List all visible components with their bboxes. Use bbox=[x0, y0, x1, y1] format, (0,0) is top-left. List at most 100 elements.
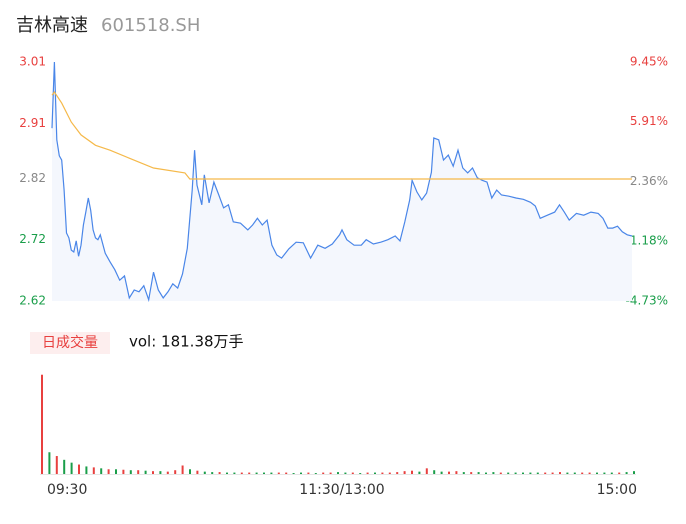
x-tick-label: 15:00 bbox=[597, 482, 637, 498]
volume-bar bbox=[440, 471, 443, 474]
y-tick-label: 2.72 bbox=[19, 232, 46, 246]
volume-bar bbox=[418, 471, 421, 474]
price-line bbox=[51, 61, 633, 303]
volume-bar bbox=[41, 374, 43, 474]
volume-bar bbox=[233, 472, 236, 474]
volume-bar bbox=[344, 472, 347, 474]
volume-bar bbox=[100, 468, 103, 474]
volume-bar bbox=[159, 471, 162, 474]
volume-bar bbox=[499, 472, 502, 474]
label-box bbox=[30, 332, 110, 354]
volume-bar bbox=[189, 469, 191, 474]
volume-bar bbox=[48, 452, 51, 474]
volume-bar bbox=[115, 469, 117, 474]
volume-bar bbox=[55, 456, 58, 474]
volume-bar bbox=[374, 472, 376, 474]
chart-title: 吉林高速 bbox=[16, 15, 88, 36]
volume-bar bbox=[359, 473, 362, 474]
volume-bar bbox=[337, 472, 339, 474]
y-tick-label: 2.62 bbox=[19, 294, 46, 308]
x-tick-label: 09:30 bbox=[47, 482, 87, 498]
y2-tick-label: 2.36% bbox=[630, 174, 668, 188]
volume-bar bbox=[477, 472, 480, 474]
volume-bar bbox=[144, 470, 147, 474]
volume-bar bbox=[255, 472, 258, 474]
volume-bar bbox=[507, 472, 510, 474]
volume-bar bbox=[603, 472, 606, 474]
y-tick-label: 2.91 bbox=[19, 116, 46, 130]
volume-bar bbox=[322, 472, 325, 474]
volume-bar bbox=[485, 472, 487, 474]
volume-bar bbox=[411, 470, 413, 474]
y-tick-label: 2.82 bbox=[19, 171, 46, 185]
volume-bar bbox=[314, 473, 317, 474]
volume-annotation: vol: 181.38万手 bbox=[129, 333, 244, 351]
volume-bar bbox=[536, 472, 539, 474]
volume-bar bbox=[381, 472, 384, 474]
volume-bar bbox=[573, 472, 576, 474]
volume-bar bbox=[285, 472, 288, 474]
volume-bar bbox=[240, 472, 243, 474]
chart-subtitle: 601518.SH bbox=[101, 15, 200, 36]
volume-bar bbox=[425, 468, 428, 474]
x-tick-label: 11:30/13:00 bbox=[299, 482, 384, 498]
volume-bar bbox=[610, 472, 613, 474]
volume-bar bbox=[218, 472, 221, 474]
volume-bar bbox=[522, 472, 524, 474]
y-tick-label: 3.01 bbox=[19, 55, 46, 69]
volume-bar bbox=[514, 472, 517, 474]
y2-tick-label: -1.18% bbox=[626, 234, 668, 248]
volume-bar bbox=[166, 471, 169, 474]
volume-bar bbox=[618, 472, 621, 474]
volume-bar bbox=[122, 469, 125, 474]
volume-bar bbox=[248, 472, 251, 474]
volume-bar bbox=[366, 472, 369, 474]
volume-bar bbox=[403, 471, 406, 474]
volume-bar bbox=[70, 462, 73, 474]
volume-bar bbox=[137, 470, 140, 474]
volume-bar bbox=[470, 472, 473, 474]
volume-bar bbox=[181, 465, 184, 474]
volume-bar bbox=[351, 472, 354, 474]
volume-bar bbox=[107, 469, 110, 474]
volume-bar bbox=[625, 472, 628, 474]
volume-bar bbox=[307, 472, 310, 474]
y2-tick-label: 9.45% bbox=[630, 55, 668, 69]
volume-bar bbox=[92, 467, 95, 474]
volume-bar bbox=[300, 472, 302, 474]
volume-bar bbox=[492, 472, 495, 474]
volume-bar bbox=[455, 471, 458, 474]
volume-bar bbox=[63, 459, 66, 474]
volume-bar bbox=[292, 473, 295, 474]
volume-bar bbox=[174, 470, 177, 474]
volume-bar bbox=[596, 472, 598, 474]
volume-bar bbox=[211, 472, 214, 474]
volume-bar bbox=[78, 464, 80, 474]
volume-bar bbox=[566, 472, 569, 474]
volume-bar bbox=[388, 472, 391, 474]
y2-tick-label: 5.91% bbox=[630, 114, 668, 128]
volume-bar bbox=[581, 472, 584, 474]
average-line bbox=[51, 90, 632, 180]
y2-tick-label: -4.73% bbox=[626, 294, 668, 308]
volume-bar bbox=[196, 470, 199, 474]
volume-bar bbox=[129, 470, 132, 474]
volume-bar bbox=[85, 466, 88, 474]
volume-bar bbox=[588, 472, 591, 474]
volume-bar bbox=[277, 472, 280, 474]
volume-bar bbox=[559, 472, 561, 474]
volume-bar bbox=[203, 471, 206, 474]
volume-bar bbox=[329, 472, 332, 474]
volume-bar bbox=[551, 472, 554, 474]
volume-bar bbox=[633, 471, 635, 474]
volume-label: 日成交量 bbox=[42, 334, 98, 351]
volume-bar bbox=[544, 472, 547, 474]
volume-bar bbox=[152, 471, 154, 474]
volume-bar bbox=[529, 472, 532, 474]
volume-bar bbox=[226, 472, 228, 474]
volume-bar bbox=[396, 472, 399, 474]
volume-bar bbox=[270, 472, 273, 474]
volume-bar bbox=[462, 472, 465, 474]
